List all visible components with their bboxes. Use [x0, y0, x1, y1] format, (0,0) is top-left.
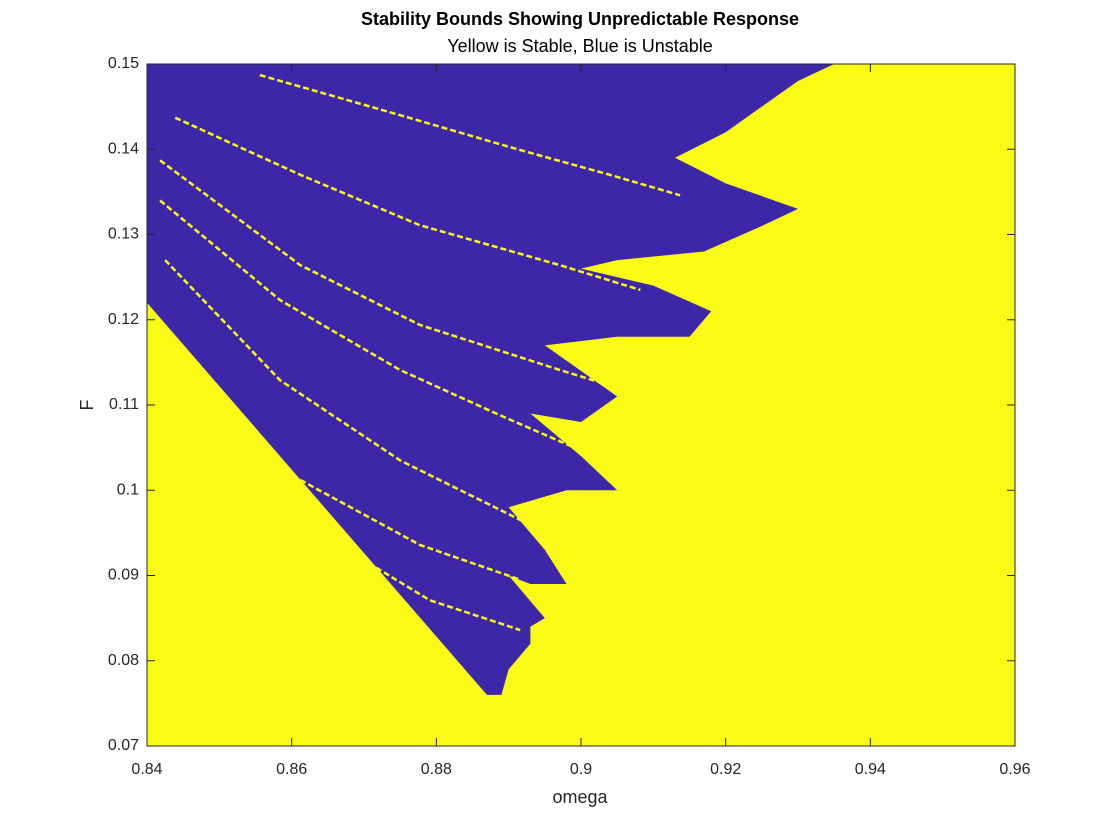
- stable-streak: [299, 478, 521, 581]
- x-tick-label: 0.9: [570, 761, 592, 778]
- x-axis-label: omega: [552, 787, 608, 807]
- stable-streak: [159, 159, 641, 396]
- y-tick-label: 0.1: [117, 481, 139, 498]
- stable-streak: [164, 259, 561, 541]
- y-tick-label: 0.08: [108, 652, 139, 669]
- y-tick-label: 0.13: [108, 226, 139, 243]
- y-tick-label: 0.09: [108, 567, 139, 584]
- x-tick-label: 0.86: [276, 761, 307, 778]
- x-tick-label: 0.92: [710, 761, 741, 778]
- y-tick-label: 0.15: [108, 55, 139, 72]
- y-tick-label: 0.12: [108, 311, 139, 328]
- x-tick-label: 0.84: [131, 761, 162, 778]
- stable-streak: [259, 73, 681, 197]
- stable-streak: [159, 199, 581, 452]
- unstable-region: [147, 64, 835, 695]
- y-tick-label: 0.14: [108, 140, 139, 157]
- stable-streak: [174, 116, 641, 292]
- y-tick-label: 0.07: [108, 737, 139, 754]
- x-tick-label: 0.94: [855, 761, 886, 778]
- chart-subtitle: Yellow is Stable, Blue is Unstable: [447, 36, 712, 56]
- y-axis-label: F: [77, 400, 97, 411]
- stable-streak: [329, 538, 521, 632]
- y-tick-label: 0.11: [109, 396, 139, 413]
- x-tick-label: 0.88: [421, 761, 452, 778]
- x-tick-label: 0.96: [999, 761, 1030, 778]
- chart-title: Stability Bounds Showing Unpredictable R…: [361, 9, 799, 29]
